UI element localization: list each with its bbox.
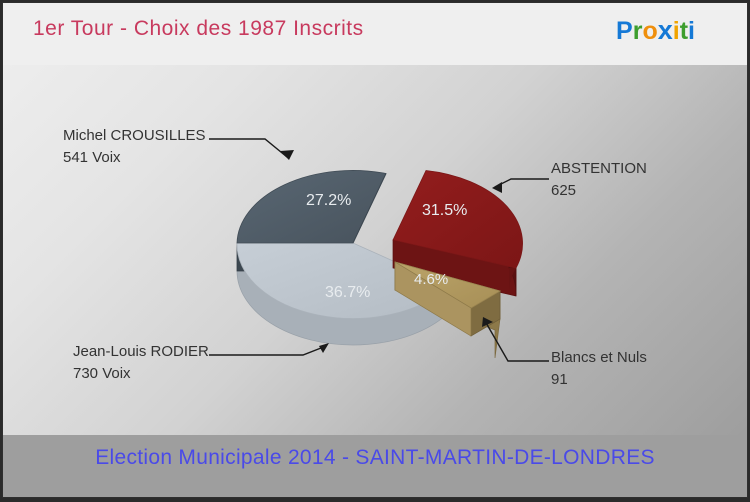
pie-label-crousilles: 27.2% bbox=[306, 192, 352, 209]
callout-crousilles-name: Michel CROUSILLES bbox=[63, 127, 206, 144]
proxiti-logo[interactable]: Proxiti bbox=[616, 15, 695, 46]
callout-rodier-value: 730 Voix bbox=[73, 365, 131, 382]
page-title: 1er Tour - Choix des 1987 Inscrits bbox=[33, 17, 364, 40]
callout-abstention-value: 625 bbox=[551, 182, 577, 199]
logo-letter-p: P bbox=[616, 17, 633, 45]
slice-blancs bbox=[394, 261, 502, 359]
callout-blancs-value: 91 bbox=[551, 371, 568, 388]
pie-label-blancs: 4.6% bbox=[414, 271, 449, 288]
callout-abstention: ABSTENTION 625 bbox=[551, 158, 647, 202]
logo-letter-r: r bbox=[632, 17, 643, 45]
callout-rodier: Jean-Louis RODIER 730 Voix bbox=[73, 341, 209, 385]
pie-chart bbox=[209, 138, 549, 362]
footer-caption: Election Municipale 2014 - SAINT-MARTIN-… bbox=[95, 446, 655, 469]
pie-label-rodier: 36.7% bbox=[325, 284, 371, 301]
logo-letter-o: o bbox=[642, 17, 658, 45]
pie-label-abstention: 31.5% bbox=[422, 202, 468, 219]
logo-letter-i1: i bbox=[672, 17, 680, 45]
footer-background bbox=[3, 435, 747, 497]
logo-letter-x: x bbox=[657, 15, 673, 45]
logo-letter-t: t bbox=[679, 17, 689, 45]
chart-background bbox=[3, 65, 747, 435]
slice-abstention bbox=[392, 170, 523, 297]
slice-crousilles-top bbox=[236, 170, 387, 244]
header-bar: 1er Tour - Choix des 1987 Inscrits Proxi… bbox=[3, 3, 747, 65]
callout-blancs: Blancs et Nuls 91 bbox=[551, 347, 647, 391]
callout-crousilles-value: 541 Voix bbox=[63, 149, 121, 166]
callout-rodier-name: Jean-Louis RODIER bbox=[73, 343, 209, 360]
logo-letter-i2: i bbox=[688, 17, 695, 45]
callout-blancs-name: Blancs et Nuls bbox=[551, 349, 647, 366]
callout-crousilles: Michel CROUSILLES 541 Voix bbox=[63, 125, 206, 169]
callout-arrowheads bbox=[280, 150, 502, 353]
callout-abstention-name: ABSTENTION bbox=[551, 160, 647, 177]
slice-divider bbox=[352, 173, 387, 244]
slice-abstention-top bbox=[392, 170, 523, 269]
